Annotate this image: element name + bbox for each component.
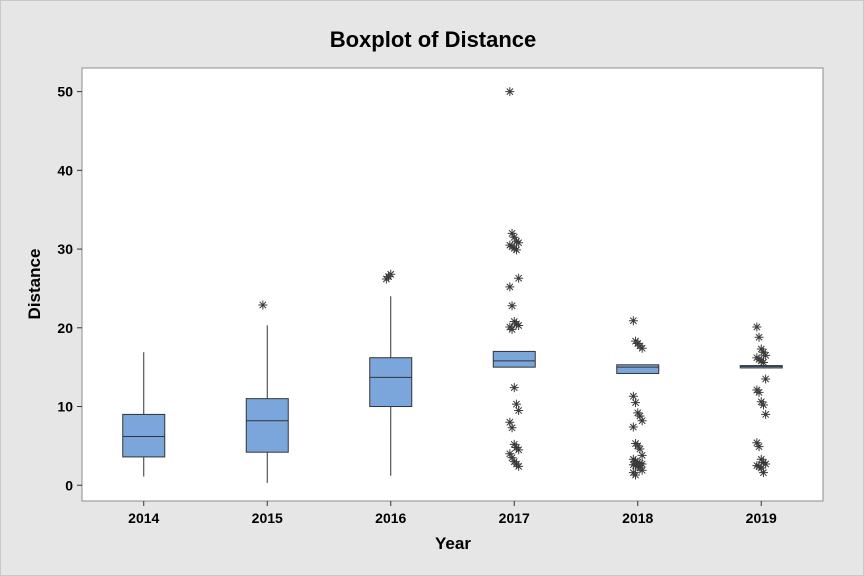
x-tick-label: 2019: [746, 510, 777, 526]
outlier-point: [756, 397, 766, 407]
y-axis: 0 10 20 30 40 50: [57, 84, 82, 493]
outlier-point: [761, 374, 771, 384]
outlier-point: [752, 322, 762, 332]
boxes-layer: [122, 296, 783, 483]
outlier-point: [505, 87, 515, 97]
outlier-point: [752, 438, 762, 448]
outlier-point: [752, 461, 762, 471]
outlier-point: [509, 439, 519, 449]
outlier-point: [628, 391, 638, 401]
outlier-point: [511, 245, 521, 255]
iqr-box: [122, 413, 166, 458]
iqr-box: [616, 364, 660, 374]
iqr-box: [492, 350, 536, 368]
outliers-layer: [258, 87, 771, 480]
outlier-point: [628, 316, 638, 326]
chart-title: Boxplot of Distance: [330, 27, 537, 52]
outlier-point: [761, 459, 771, 469]
y-tick-label: 0: [65, 477, 73, 493]
outlier-point: [386, 269, 396, 279]
x-axis-label: Year: [435, 534, 471, 553]
box-2017: [492, 350, 536, 368]
outlier-point: [635, 411, 645, 421]
outlier-point: [761, 409, 771, 419]
outlier-point: [628, 422, 638, 432]
outlier-point: [633, 408, 643, 418]
iqr-box: [369, 357, 413, 408]
outlier-point: [637, 450, 647, 460]
x-axis: 2014 2015 2016 2017 2018 2019: [128, 501, 777, 526]
x-tick-label: 2017: [499, 510, 530, 526]
outlier-point: [637, 459, 647, 469]
y-tick-label: 30: [57, 241, 73, 257]
box-2019: [739, 365, 783, 369]
box-2015: [245, 325, 289, 483]
y-tick-label: 20: [57, 320, 73, 336]
y-tick-label: 40: [57, 162, 73, 178]
outlier-point: [635, 444, 645, 454]
outlier-point: [754, 332, 764, 342]
outlier-point: [754, 387, 764, 397]
y-axis-label: Distance: [25, 249, 44, 320]
box-2018: [616, 364, 660, 374]
iqr-box: [245, 398, 289, 453]
outlier-point: [507, 423, 517, 433]
outlier-point: [505, 282, 515, 292]
outlier-point: [514, 320, 524, 330]
outlier-point: [514, 273, 524, 283]
outlier-point: [761, 350, 771, 360]
x-tick-label: 2014: [128, 510, 159, 526]
outlier-point: [509, 383, 519, 393]
outlier-point: [758, 400, 768, 410]
outlier-point: [631, 470, 641, 480]
outlier-point: [505, 417, 515, 427]
outlier-point: [758, 347, 768, 357]
outlier-point: [637, 465, 647, 475]
x-tick-label: 2018: [622, 510, 653, 526]
outlier-point: [756, 454, 766, 464]
outlier-point: [637, 343, 647, 353]
outlier-point: [633, 441, 643, 451]
outlier-point: [505, 449, 515, 459]
outlier-point: [631, 461, 641, 471]
box-2016: [369, 296, 413, 476]
outlier-point: [514, 405, 524, 415]
outlier-point: [635, 458, 645, 468]
outlier-point: [511, 399, 521, 409]
outlier-point: [514, 445, 524, 455]
outlier-point: [756, 463, 766, 473]
box-2014: [122, 352, 166, 477]
outlier-point: [507, 228, 517, 238]
outlier-point: [507, 453, 517, 463]
outlier-point: [509, 232, 519, 242]
outlier-point: [637, 416, 647, 426]
outlier-point: [754, 442, 764, 452]
outlier-point: [758, 357, 768, 367]
outlier-point: [514, 461, 524, 471]
outlier-point: [507, 301, 517, 311]
plot-area: [81, 67, 824, 502]
outlier-point: [507, 324, 517, 334]
outlier-point: [628, 460, 638, 470]
outlier-point: [758, 468, 768, 478]
x-tick-label: 2015: [252, 510, 283, 526]
x-tick-label: 2016: [375, 510, 406, 526]
y-tick-label: 10: [57, 399, 73, 415]
outlier-point: [756, 344, 766, 354]
outlier-point: [258, 300, 268, 310]
outlier-point: [514, 238, 524, 248]
y-tick-label: 50: [57, 84, 73, 100]
outlier-point: [631, 398, 641, 408]
